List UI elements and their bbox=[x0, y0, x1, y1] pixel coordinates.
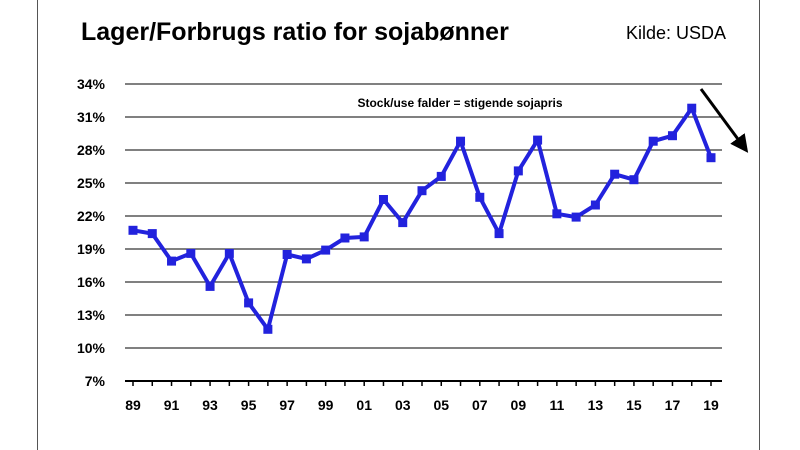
x-tick-label: 01 bbox=[356, 397, 372, 413]
x-axis bbox=[125, 380, 722, 386]
series-line bbox=[132, 106, 713, 332]
chart-annotation: Stock/use falder = stigende sojapris bbox=[357, 96, 562, 110]
data-point bbox=[456, 136, 466, 146]
x-tick-label: 89 bbox=[125, 397, 141, 413]
x-tick-label: 13 bbox=[588, 397, 604, 413]
data-point bbox=[128, 225, 138, 235]
x-tick-label: 93 bbox=[202, 397, 218, 413]
data-point bbox=[590, 200, 600, 210]
data-point bbox=[282, 250, 292, 259]
x-axis-tick-labels: 89 91 93 95 97 99 01 03 05 07 09 11 13 15 17 19 bbox=[125, 397, 719, 413]
chart-title: Lager/Forbrugs ratio for sojabønner bbox=[81, 18, 509, 46]
data-point bbox=[552, 209, 562, 219]
data-point bbox=[321, 245, 331, 255]
data-point bbox=[167, 256, 177, 266]
data-point bbox=[244, 298, 254, 308]
data-point bbox=[436, 171, 446, 181]
x-tick-label: 19 bbox=[703, 397, 719, 413]
data-point bbox=[147, 229, 157, 239]
y-tick-label: 7% bbox=[85, 373, 106, 389]
data-point bbox=[301, 254, 311, 264]
y-tick-label: 34% bbox=[77, 76, 106, 92]
data-point bbox=[359, 232, 369, 242]
gridlines bbox=[125, 83, 722, 349]
data-point bbox=[629, 175, 639, 185]
y-tick-label: 16% bbox=[77, 274, 106, 290]
x-tick-label: 05 bbox=[433, 397, 449, 413]
y-tick-label: 22% bbox=[77, 208, 106, 224]
data-point bbox=[667, 131, 677, 141]
x-tick-label: 15 bbox=[626, 397, 642, 413]
series bbox=[128, 103, 716, 334]
slide-frame bbox=[37, 0, 760, 450]
data-point bbox=[186, 248, 196, 258]
data-point bbox=[648, 136, 658, 146]
data-point bbox=[398, 218, 408, 228]
downtrend-arrow bbox=[699, 88, 749, 153]
data-point bbox=[571, 212, 581, 222]
x-tick-label: 09 bbox=[511, 397, 527, 413]
data-point bbox=[610, 169, 620, 179]
x-tick-label: 99 bbox=[318, 397, 334, 413]
x-tick-label: 07 bbox=[472, 397, 488, 413]
x-tick-label: 11 bbox=[549, 397, 564, 413]
data-point bbox=[494, 229, 504, 239]
x-tick-label: 03 bbox=[395, 397, 411, 413]
data-point bbox=[263, 324, 273, 334]
x-tick-label: 95 bbox=[241, 397, 257, 413]
data-point bbox=[378, 195, 388, 204]
y-tick-label: 19% bbox=[77, 241, 106, 257]
x-tick-label: 97 bbox=[279, 397, 295, 413]
source-label: Kilde: USDA bbox=[626, 23, 727, 43]
y-tick-label: 31% bbox=[77, 109, 106, 125]
data-point bbox=[205, 281, 215, 291]
data-point bbox=[340, 233, 350, 243]
data-point bbox=[687, 103, 697, 113]
data-point bbox=[533, 135, 543, 145]
data-point bbox=[475, 192, 485, 202]
y-tick-label: 28% bbox=[77, 142, 106, 158]
data-point bbox=[417, 186, 427, 196]
y-tick-label: 10% bbox=[77, 340, 106, 356]
y-tick-label: 13% bbox=[77, 307, 106, 323]
x-tick-label: 17 bbox=[665, 397, 681, 413]
y-axis-tick-labels: 7% 10% 13% 16% 19% 22% 25% 28% 31% 34% bbox=[77, 76, 106, 389]
data-point bbox=[513, 166, 523, 176]
data-point bbox=[224, 248, 234, 258]
data-point bbox=[706, 153, 716, 163]
x-tick-label: 91 bbox=[164, 397, 180, 413]
y-tick-label: 25% bbox=[77, 175, 106, 191]
